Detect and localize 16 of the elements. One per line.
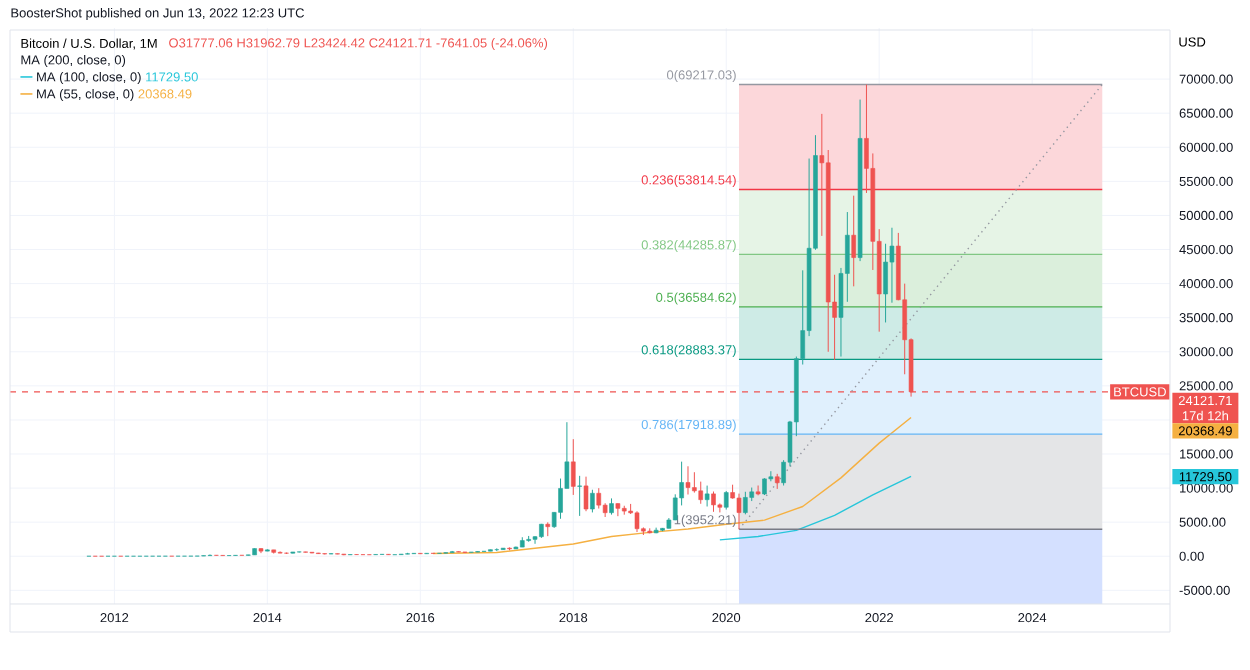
candlestick: [736, 493, 742, 530]
candlestick: [755, 485, 761, 496]
candlestick: [577, 475, 582, 517]
candlestick: [723, 490, 729, 511]
candlestick: [704, 485, 710, 507]
candlestick: [634, 510, 640, 533]
candlestick: [711, 491, 716, 513]
line-series: [432, 416, 912, 555]
candlestick: [851, 195, 856, 287]
candlestick: [583, 476, 589, 512]
candlestick: [615, 502, 621, 517]
candlestick: [570, 438, 576, 496]
candlestick: [685, 465, 691, 495]
candlestick: [590, 489, 595, 513]
candlestick: [743, 491, 748, 515]
candlestick: [596, 487, 602, 510]
